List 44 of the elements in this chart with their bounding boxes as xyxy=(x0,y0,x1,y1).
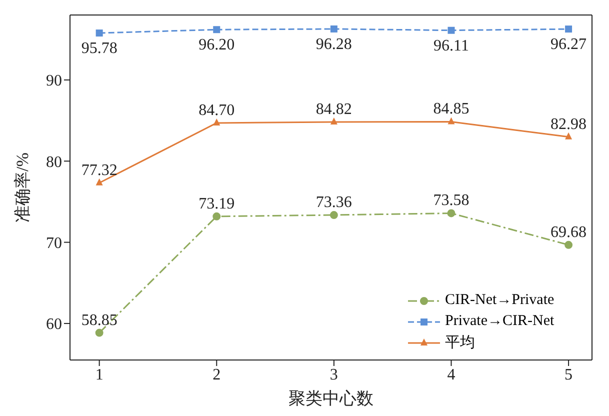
data-label: 84.70 xyxy=(198,102,235,119)
data-label: 69.68 xyxy=(550,224,587,241)
x-tick-label: 4 xyxy=(447,366,456,384)
data-label: 73.58 xyxy=(433,192,470,210)
data-label: 96.20 xyxy=(198,36,235,54)
y-tick-label: 80 xyxy=(46,154,62,171)
point xyxy=(448,26,455,34)
data-label: 73.36 xyxy=(316,194,352,212)
data-label: 82.98 xyxy=(550,116,587,133)
data-label: 84.85 xyxy=(433,100,470,118)
data-label: 96.28 xyxy=(316,36,352,53)
data-label: 96.27 xyxy=(550,36,587,54)
data-label: 58.85 xyxy=(81,312,118,329)
y-tick-label: 60 xyxy=(46,316,62,334)
x-tick-label: 1 xyxy=(95,366,104,384)
point xyxy=(95,328,104,337)
x-tick-label: 3 xyxy=(330,366,338,384)
point xyxy=(96,178,103,186)
point xyxy=(565,132,572,140)
y-tick-label: 70 xyxy=(46,234,62,252)
point xyxy=(212,212,221,220)
x-axis-title: 聚类中心数 xyxy=(288,389,374,408)
point xyxy=(330,25,338,32)
point xyxy=(447,209,456,218)
x-tick-label: 2 xyxy=(212,366,221,384)
x-tick-label: 5 xyxy=(564,366,573,384)
data-label: 77.32 xyxy=(81,162,118,179)
point xyxy=(330,117,338,124)
legend-label: 平均 xyxy=(445,334,475,352)
point xyxy=(330,211,338,220)
point xyxy=(448,117,455,124)
point xyxy=(564,240,573,249)
data-label: 96.11 xyxy=(434,37,469,54)
point xyxy=(565,26,572,33)
legend-label: Private→CIR-Net xyxy=(445,313,554,330)
point xyxy=(96,30,103,37)
y-tick-label: 90 xyxy=(46,72,62,90)
data-label: 95.78 xyxy=(81,40,118,58)
data-label: 84.82 xyxy=(316,100,352,118)
data-label: 73.19 xyxy=(198,195,235,212)
point xyxy=(213,26,220,34)
point xyxy=(213,118,220,126)
legend-label: CIR-Net→Private xyxy=(445,292,554,309)
y-axis-title: 准确率/% xyxy=(13,152,32,222)
